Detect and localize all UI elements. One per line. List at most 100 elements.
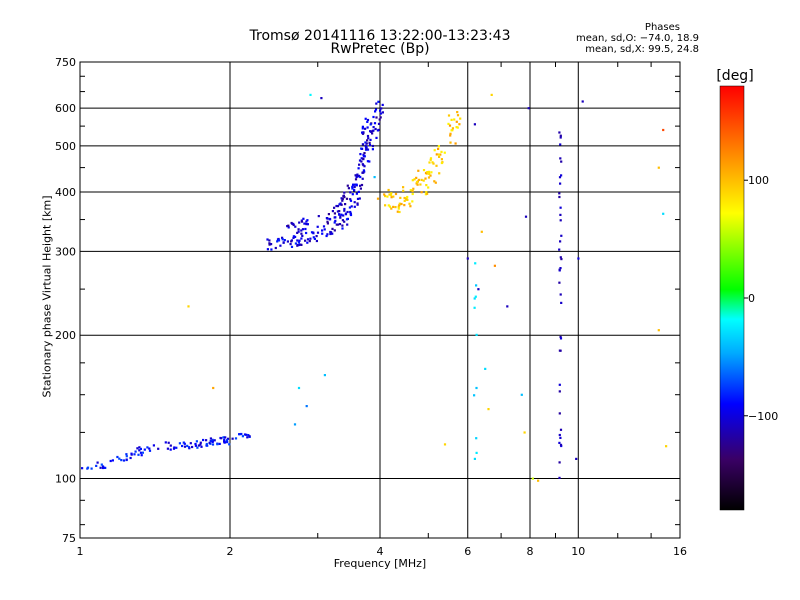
trace-point bbox=[341, 199, 344, 202]
trace-point bbox=[415, 182, 418, 185]
scatter-point bbox=[320, 97, 323, 100]
trace-point bbox=[344, 203, 347, 206]
trace-point bbox=[346, 223, 349, 226]
trace-point bbox=[292, 223, 295, 227]
trace-point bbox=[100, 463, 103, 466]
trace-point bbox=[297, 241, 300, 244]
streak-point bbox=[559, 157, 562, 160]
trace-point bbox=[389, 193, 392, 197]
trace-point bbox=[302, 217, 305, 220]
trace-point bbox=[424, 177, 427, 180]
trace-point bbox=[90, 467, 93, 470]
trace-point bbox=[437, 147, 440, 150]
axis-ticks: 1 2 4 6 8 10 16 75 100 200 300 400 500 600 750 bbox=[55, 56, 687, 558]
streak-point bbox=[558, 195, 561, 199]
trace-point bbox=[383, 193, 386, 196]
trace-point bbox=[368, 143, 372, 147]
x-tick-label: 10 bbox=[571, 545, 585, 558]
colorbar-tick-label: 0 bbox=[748, 292, 755, 305]
trace-point bbox=[325, 217, 328, 220]
trace-point bbox=[427, 170, 431, 173]
trace-point bbox=[435, 153, 438, 156]
trace-point bbox=[399, 196, 402, 199]
trace-point bbox=[371, 148, 374, 151]
trace-point bbox=[411, 189, 414, 193]
scatter-point bbox=[581, 100, 584, 103]
trace-point bbox=[422, 169, 426, 172]
y-tick-label: 75 bbox=[62, 532, 76, 545]
streak-point bbox=[558, 248, 561, 251]
trace-point bbox=[384, 204, 387, 207]
trace-point bbox=[409, 189, 412, 192]
streak-point bbox=[475, 437, 478, 440]
trace-point bbox=[420, 178, 423, 181]
trace-point bbox=[270, 243, 273, 246]
trace-point bbox=[359, 153, 362, 156]
trace-point bbox=[408, 202, 411, 205]
trace-point bbox=[305, 220, 308, 223]
trace-point bbox=[342, 194, 345, 197]
scatter-point bbox=[297, 386, 301, 390]
trace-point bbox=[366, 126, 369, 129]
trace-point bbox=[182, 441, 185, 444]
streak-point bbox=[559, 293, 562, 296]
streak-point bbox=[558, 383, 561, 386]
colorbar-ticks: −100 0 100 bbox=[744, 174, 778, 423]
trace-point bbox=[415, 176, 418, 179]
trace-point bbox=[397, 207, 400, 210]
trace-point bbox=[116, 455, 119, 459]
trace-point bbox=[368, 141, 371, 144]
trace-point bbox=[226, 437, 230, 440]
streak-point bbox=[560, 301, 563, 304]
trace-point bbox=[109, 459, 112, 463]
streak-point bbox=[473, 306, 476, 309]
streak-point bbox=[558, 433, 561, 437]
trace-point bbox=[101, 465, 105, 468]
trace-point bbox=[125, 455, 128, 458]
streak-point bbox=[558, 281, 561, 284]
scatter-point bbox=[473, 457, 476, 460]
trace-point bbox=[309, 237, 312, 240]
trace-point bbox=[356, 197, 360, 200]
scatter-point bbox=[662, 128, 665, 132]
trace-point bbox=[304, 239, 307, 242]
trace-point bbox=[300, 237, 303, 240]
trace-point bbox=[297, 243, 300, 247]
trace-point bbox=[306, 238, 310, 241]
streak-point bbox=[559, 335, 562, 338]
trace-point bbox=[166, 447, 169, 450]
trace-point bbox=[243, 433, 247, 436]
trace-point bbox=[191, 445, 194, 449]
phases-title: Phases bbox=[644, 22, 680, 33]
trace-point bbox=[169, 444, 172, 447]
trace-point bbox=[200, 445, 203, 448]
trace-point bbox=[222, 436, 225, 439]
trace-point bbox=[361, 143, 364, 146]
trace-point bbox=[438, 155, 441, 158]
trace-point bbox=[449, 132, 452, 135]
trace-point bbox=[357, 190, 360, 193]
trace-point bbox=[366, 160, 369, 163]
trace-point bbox=[99, 466, 102, 469]
trace-point bbox=[349, 210, 352, 214]
streak-point bbox=[475, 333, 478, 336]
trace-point bbox=[440, 158, 443, 161]
x-tick-label: 8 bbox=[527, 545, 534, 558]
trace-point bbox=[381, 103, 384, 106]
trace-point bbox=[304, 227, 307, 231]
trace-point bbox=[316, 231, 320, 234]
trace-point bbox=[213, 439, 216, 442]
trace-point bbox=[354, 174, 357, 177]
trace-point bbox=[349, 198, 352, 201]
trace-point bbox=[228, 443, 231, 446]
streak-point bbox=[473, 297, 476, 300]
trace-point bbox=[357, 167, 360, 170]
trace-point bbox=[195, 440, 198, 443]
trace-point bbox=[211, 443, 215, 446]
trace-point bbox=[245, 433, 248, 436]
trace-point bbox=[412, 187, 415, 190]
trace-point bbox=[353, 205, 356, 208]
trace-point bbox=[199, 443, 202, 446]
scatter-point bbox=[466, 257, 469, 260]
trace-point bbox=[429, 158, 432, 161]
